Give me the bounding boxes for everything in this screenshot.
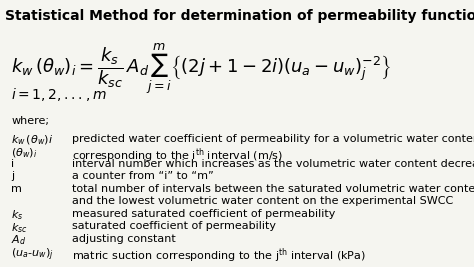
Text: total number of intervals between the saturated volumetric water content: total number of intervals between the sa… bbox=[72, 184, 474, 194]
Text: interval number which increases as the volumetric water content decreases: interval number which increases as the v… bbox=[72, 159, 474, 169]
Text: where;: where; bbox=[11, 116, 49, 126]
Text: $(u_a\text{-}u_w)_j$: $(u_a\text{-}u_w)_j$ bbox=[11, 246, 54, 262]
Text: $k_w\,(\theta_w)i$: $k_w\,(\theta_w)i$ bbox=[11, 134, 54, 147]
Text: j: j bbox=[11, 171, 15, 181]
Text: saturated coefficient of permeability: saturated coefficient of permeability bbox=[72, 221, 276, 231]
Text: $k_w\,(\theta_w)_i = \dfrac{k_s}{k_{sc}}\,A_d\sum_{j=i}^{m}\left\{(2j+1-2i)(u_a-: $k_w\,(\theta_w)_i = \dfrac{k_s}{k_{sc}}… bbox=[11, 41, 392, 96]
Text: $k_s$: $k_s$ bbox=[11, 209, 24, 222]
Text: a counter from “i” to “m”: a counter from “i” to “m” bbox=[72, 171, 214, 181]
Text: matric suction corresponding to the j$^{\rm th}$ interval (kPa): matric suction corresponding to the j$^{… bbox=[72, 246, 366, 265]
Text: $i = 1, 2, ..., m$: $i = 1, 2, ..., m$ bbox=[11, 86, 107, 103]
Text: $A_d$: $A_d$ bbox=[11, 234, 27, 248]
Text: m: m bbox=[11, 184, 22, 194]
Text: $k_{sc}$: $k_{sc}$ bbox=[11, 221, 28, 235]
Text: Statistical Method for determination of permeability function: Statistical Method for determination of … bbox=[5, 9, 474, 23]
Text: corresponding to the i$^{\rm th}$ interval (m/s): corresponding to the i$^{\rm th}$ interv… bbox=[72, 146, 283, 165]
Text: adjusting constant: adjusting constant bbox=[72, 234, 176, 244]
Text: measured saturated coefficient of permeability: measured saturated coefficient of permea… bbox=[72, 209, 336, 219]
Text: i: i bbox=[11, 159, 15, 169]
Text: $(\theta_w)_i$: $(\theta_w)_i$ bbox=[11, 146, 38, 160]
Text: and the lowest volumetric water content on the experimental SWCC: and the lowest volumetric water content … bbox=[72, 196, 453, 206]
Text: predicted water coefficient of permeability for a volumetric water content,: predicted water coefficient of permeabil… bbox=[72, 134, 474, 144]
